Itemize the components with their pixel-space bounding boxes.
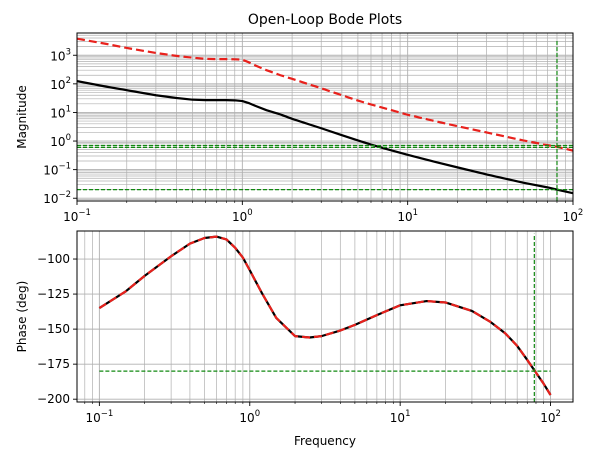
magnitude-ytick-label: 10−1 — [43, 162, 71, 178]
phase-xtick-label: 101 — [390, 409, 411, 425]
phase-xtick-label: 102 — [540, 409, 561, 425]
magnitude-plot: 10−1 100 101 102 10−2 10−1 100 101 102 103 Open-Lo… — [15, 12, 583, 224]
magnitude-ytick-label: 100 — [50, 133, 71, 149]
magnitude-title: Open-Loop Bode Plots — [248, 12, 402, 28]
phase-ytick-label: −200 — [37, 392, 70, 406]
phase-axes-frame — [76, 230, 574, 403]
magnitude-axes-frame — [76, 32, 574, 202]
magnitude-series — [77, 37, 573, 201]
magnitude-ytick-label: 102 — [50, 76, 71, 92]
phase-grid — [77, 231, 573, 402]
magnitude-xtick-label: 102 — [563, 208, 584, 224]
phase-plot: 10−1 100 101 102 −100 −125 −150 −175 −200 Phase (… — [15, 230, 574, 448]
phase-ylabel: Phase (deg) — [15, 281, 29, 353]
phase-xlabel: Frequency — [294, 434, 356, 448]
magnitude-ytick-label: 101 — [50, 104, 71, 120]
magnitude-ytick-label: 10−2 — [43, 190, 71, 206]
magnitude-ytick-label: 103 — [50, 47, 71, 63]
phase-xtick-label: 100 — [239, 409, 260, 425]
magnitude-series-1 — [77, 37, 573, 152]
magnitude-series-0 — [77, 79, 573, 195]
phase-series-1 — [98, 235, 552, 396]
phase-xtick-label: 10−1 — [85, 409, 113, 425]
magnitude-xtick-label: 10−1 — [63, 208, 91, 224]
magnitude-xtick-label: 101 — [397, 208, 418, 224]
phase-ytick-label: −150 — [37, 322, 70, 336]
magnitude-ylabel: Magnitude — [15, 85, 29, 149]
magnitude-grid — [77, 33, 573, 201]
phase-ytick-label: −125 — [37, 287, 70, 301]
magnitude-xtick-label: 100 — [232, 208, 253, 224]
phase-ytick-label: −100 — [37, 252, 70, 266]
phase-series — [98, 233, 552, 402]
phase-ytick-label: −175 — [37, 357, 70, 371]
